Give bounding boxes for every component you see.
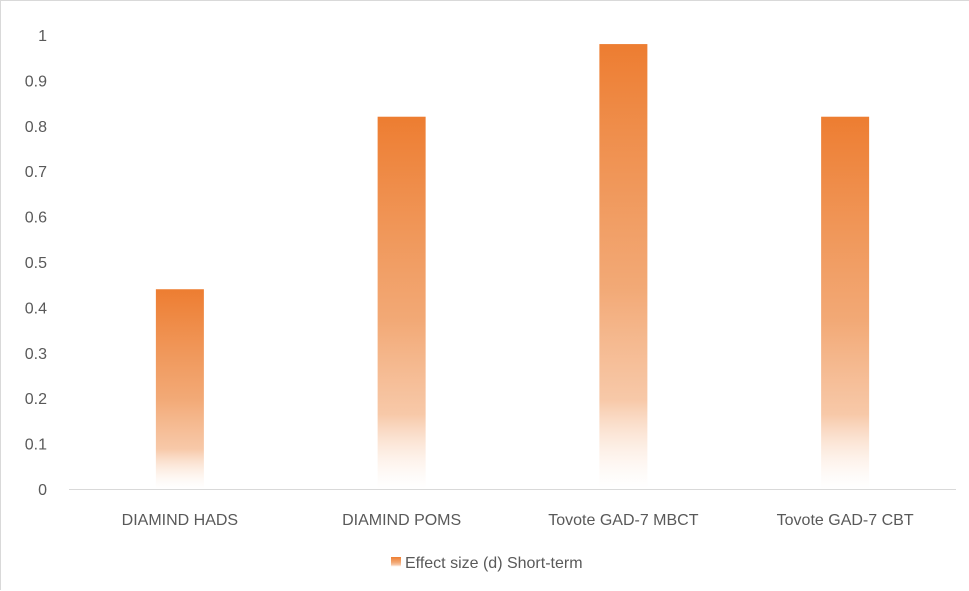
y-tick-label: 0.2 (25, 391, 47, 408)
x-tick-label: DIAMIND HADS (122, 512, 238, 529)
bar (599, 44, 648, 490)
y-axis: 0 0.1 0.2 0.3 0.4 0.5 0.6 0.7 0.8 0.9 1 (25, 28, 47, 499)
legend: Effect size (d) Short-term (391, 555, 583, 572)
y-tick-label: 1 (38, 28, 47, 45)
x-tick-label: Tovote GAD-7 MBCT (548, 512, 698, 529)
bar (155, 289, 204, 489)
legend-swatch (391, 557, 401, 567)
y-tick-label: 0 (38, 482, 47, 499)
bar-series (155, 44, 870, 490)
y-tick-label: 0.5 (25, 255, 47, 272)
legend-label: Effect size (d) Short-term (405, 555, 583, 572)
y-tick-label: 0.3 (25, 346, 47, 363)
bar (377, 116, 426, 489)
y-tick-label: 0.6 (25, 210, 47, 227)
x-axis: DIAMIND HADS DIAMIND POMS Tovote GAD-7 MBC… (122, 512, 914, 529)
y-tick-label: 0.1 (25, 437, 47, 454)
x-tick-label: Tovote GAD-7 CBT (777, 512, 914, 529)
y-tick-label: 0.9 (25, 73, 47, 90)
bar (821, 116, 870, 489)
y-tick-label: 0.4 (25, 300, 47, 317)
x-tick-label: DIAMIND POMS (342, 512, 461, 529)
y-tick-label: 0.7 (25, 164, 47, 181)
y-tick-label: 0.8 (25, 119, 47, 136)
